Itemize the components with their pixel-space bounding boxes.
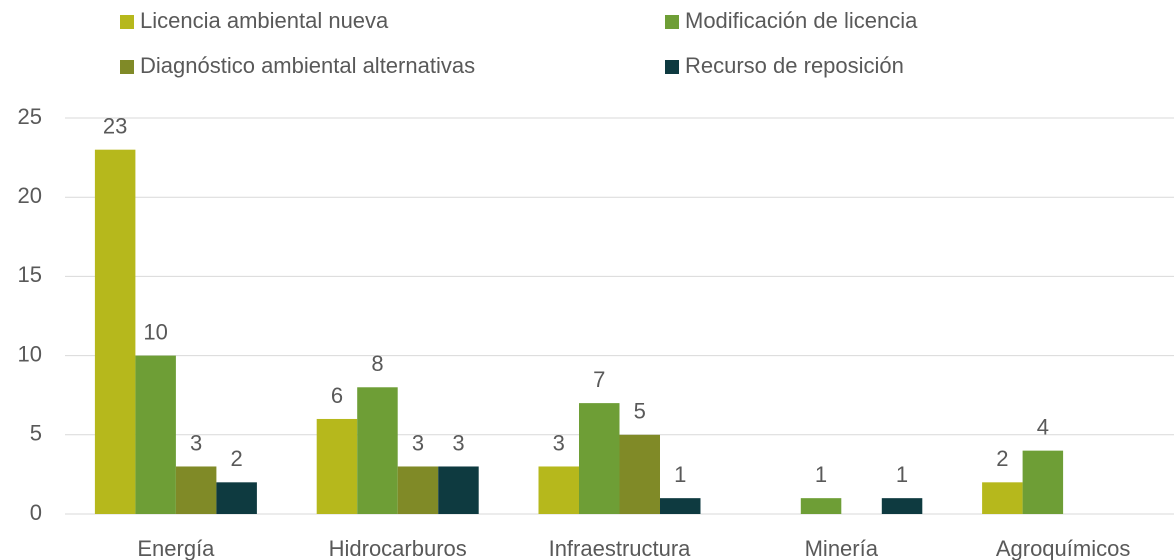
y-tick-label: 10: [18, 341, 42, 366]
data-label: 10: [143, 319, 167, 344]
bar: [800, 498, 842, 514]
x-tick-label: Energía: [137, 536, 215, 560]
legend-swatch: [120, 15, 134, 29]
bar: [357, 387, 398, 514]
legend-swatch: [120, 60, 134, 74]
legend-label: Licencia ambiental nueva: [140, 8, 389, 33]
x-tick-label: Hidrocarburos: [329, 536, 467, 560]
bar: [881, 498, 923, 514]
data-label: 5: [634, 399, 646, 424]
y-tick-label: 25: [18, 104, 42, 129]
y-tick-label: 20: [18, 183, 42, 208]
bar: [94, 149, 136, 514]
x-tick-label: Infraestructura: [549, 536, 692, 560]
data-label: 6: [331, 383, 343, 408]
legend-swatch: [665, 60, 679, 74]
legend-swatch: [665, 15, 679, 29]
bar: [619, 434, 660, 514]
legend-label: Modificación de licencia: [685, 8, 918, 33]
y-tick-label: 15: [18, 262, 42, 287]
data-label: 1: [815, 462, 827, 487]
data-label: 1: [674, 462, 686, 487]
bar: [579, 403, 620, 514]
bar: [538, 466, 579, 514]
data-label: 2: [231, 446, 243, 471]
data-label: 1: [896, 462, 908, 487]
data-label: 7: [593, 367, 605, 392]
data-label: 2: [996, 446, 1008, 471]
data-label: 8: [371, 351, 383, 376]
legend-label: Recurso de reposición: [685, 53, 904, 78]
x-tick-label: Minería: [805, 536, 879, 560]
data-label: 23: [103, 113, 127, 138]
bar: [135, 355, 176, 514]
bar: [316, 418, 358, 514]
legend-label: Diagnóstico ambiental alternativas: [140, 53, 475, 78]
y-tick-label: 5: [30, 421, 42, 446]
y-tick-label: 0: [30, 500, 42, 525]
bar: [1022, 450, 1064, 514]
data-label: 3: [553, 430, 565, 455]
x-tick-label: Agroquímicos: [996, 536, 1131, 560]
bar: [982, 482, 1023, 514]
bar: [175, 466, 217, 514]
bar: [438, 466, 479, 514]
data-label: 4: [1037, 414, 1049, 439]
bar: [216, 482, 257, 514]
data-label: 3: [452, 430, 464, 455]
data-label: 3: [412, 430, 424, 455]
bar: [660, 498, 701, 514]
bar: [397, 466, 439, 514]
data-label: 3: [190, 430, 202, 455]
